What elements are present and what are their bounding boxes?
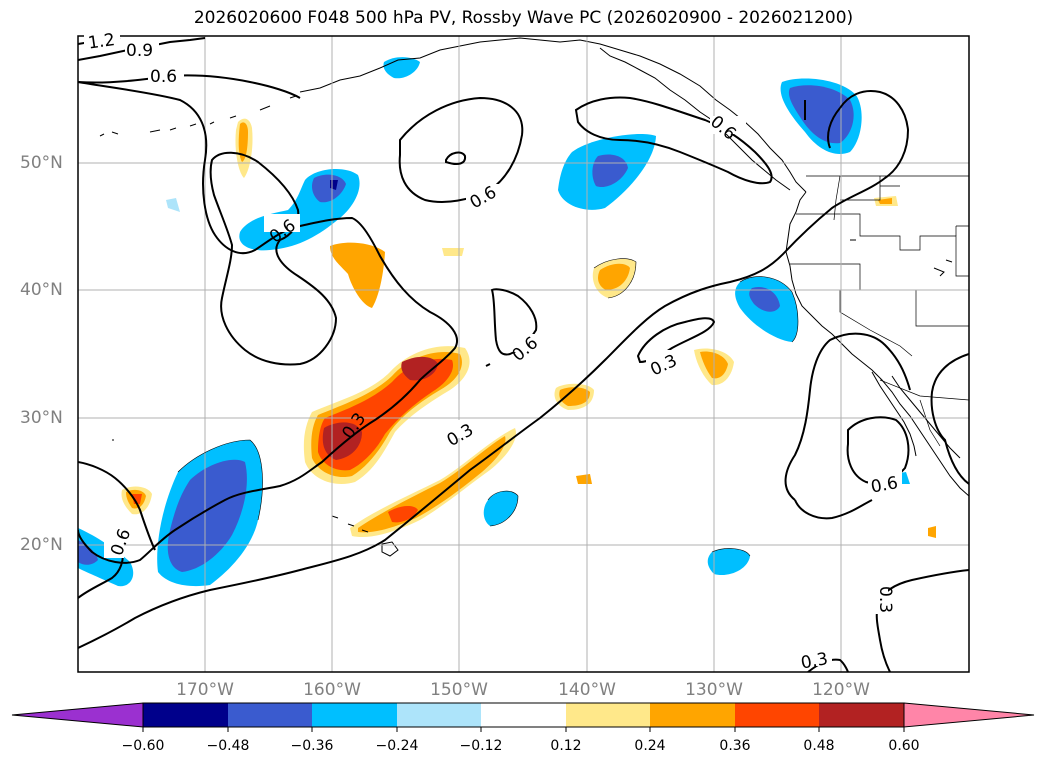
map-title: 2026020600 F048 500 hPa PV, Rossby Wave … — [193, 8, 854, 28]
colorbar-ticks — [142, 727, 905, 732]
contour-label: 0.6 — [869, 473, 899, 497]
colorbar-bin — [312, 703, 397, 727]
colorbar-tick-label: −0.12 — [459, 738, 503, 754]
lat-label-50n: 50°N — [20, 153, 63, 173]
contour-label: 0.3 — [799, 649, 829, 673]
colorbar-bin — [397, 703, 481, 727]
contour-label: 0.3 — [875, 586, 895, 613]
colorbar-tick-label: 0.12 — [550, 738, 582, 754]
colorbar-tick-label: 0.48 — [803, 738, 835, 754]
colorbar-tick-label: −0.36 — [290, 738, 334, 754]
fill-outlines — [177, 258, 799, 557]
pv-contours — [78, 37, 969, 672]
colorbar-tick-label: 0.36 — [719, 738, 751, 754]
colorbar-bin — [650, 703, 735, 727]
political-boundaries — [790, 175, 969, 447]
colorbar-tick-label: −0.48 — [206, 738, 250, 754]
lon-label-160w: 160°W — [303, 680, 361, 700]
coastlines — [99, 37, 969, 557]
contour-label: 0.9 — [126, 41, 153, 61]
colorbar-bin — [228, 703, 312, 727]
lon-label-140w: 140°W — [558, 680, 616, 700]
colorbar — [11, 702, 1035, 732]
colorbar-tick-label: 0.24 — [634, 738, 666, 754]
colorbar-bin — [819, 703, 904, 727]
lon-label-130w: 130°W — [685, 680, 743, 700]
colorbar-bin — [735, 703, 819, 727]
lat-label-40n: 40°N — [20, 280, 63, 300]
lon-label-150w: 150°W — [430, 680, 488, 700]
colorbar-bin — [566, 703, 650, 727]
colorbar-tick-label: −0.60 — [121, 738, 165, 754]
positive-anomaly-fills — [121, 118, 936, 538]
colorbar-bin — [143, 703, 228, 727]
graticule — [78, 36, 969, 672]
colorbar-under-triangle — [11, 702, 144, 728]
colorbar-over-triangle — [903, 702, 1035, 728]
lat-label-20n: 20°N — [20, 535, 63, 555]
colorbar-tick-label: −0.24 — [375, 738, 419, 754]
lon-label-120w: 120°W — [812, 680, 870, 700]
colorbar-tick-label: 0.60 — [888, 738, 920, 754]
contour-label: 0.6 — [150, 67, 177, 87]
lat-label-30n: 30°N — [20, 408, 63, 428]
lon-label-170w: 170°W — [176, 680, 234, 700]
colorbar-bin — [481, 703, 566, 727]
map-frame — [77, 35, 970, 673]
contour-label: 1.2 — [87, 30, 117, 54]
